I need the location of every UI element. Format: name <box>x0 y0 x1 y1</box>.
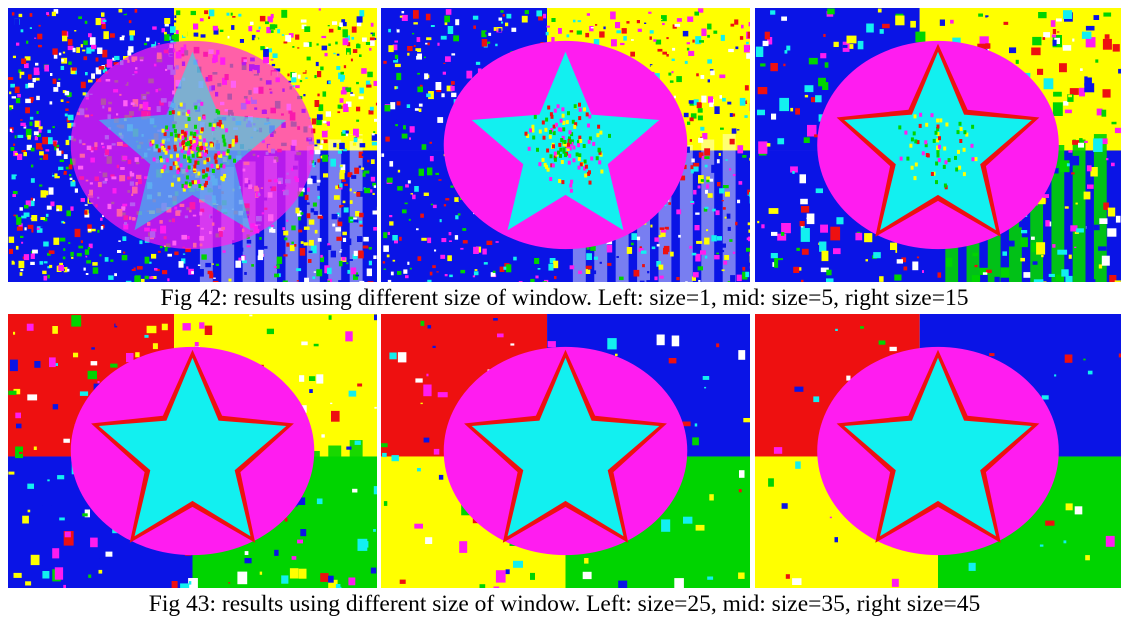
fence-stripe <box>1072 139 1086 282</box>
star-region <box>98 357 287 537</box>
fig42-panel-mid <box>381 8 750 282</box>
fig42-panel-left <box>8 8 377 282</box>
fence-stripe <box>349 440 363 588</box>
fig43-panel-left <box>8 314 377 588</box>
segmentation-image <box>8 8 377 282</box>
star-speckles <box>898 112 978 190</box>
fence-stripe <box>701 139 715 282</box>
fence-stripe <box>328 139 342 282</box>
fig42-caption: Fig 42: results using different size of … <box>160 285 969 311</box>
fig43-panel-mid <box>381 314 750 588</box>
fence-stripe <box>1051 145 1065 282</box>
fig43-panel-right <box>755 314 1121 588</box>
fig43-caption: Fig 43: results using different size of … <box>148 591 981 617</box>
fence-stripe <box>328 445 342 588</box>
segmentation-image <box>381 8 750 282</box>
segmentation-image <box>8 314 377 588</box>
star-speckles <box>149 101 239 192</box>
star-region <box>98 51 287 231</box>
segmentation-image <box>755 8 1121 282</box>
star-speckles <box>524 102 611 193</box>
fence-stripe <box>306 451 320 588</box>
star-region <box>471 357 660 537</box>
segmentation-image <box>381 314 750 588</box>
fence-stripe <box>349 134 363 282</box>
star-region <box>844 357 1032 537</box>
segmentation-image <box>755 314 1121 588</box>
fig42-panel-right <box>755 8 1121 282</box>
